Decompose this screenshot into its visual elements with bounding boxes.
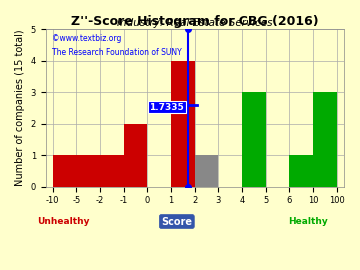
- Bar: [195, 155, 219, 187]
- Text: Healthy: Healthy: [288, 217, 328, 225]
- Bar: [124, 124, 147, 187]
- Text: Unhealthy: Unhealthy: [37, 217, 90, 225]
- Bar: [171, 61, 195, 187]
- Text: The Research Foundation of SUNY: The Research Foundation of SUNY: [51, 48, 181, 57]
- Text: Industry: Real Estate Services: Industry: Real Estate Services: [117, 18, 273, 28]
- Bar: [53, 155, 124, 187]
- Y-axis label: Number of companies (15 total): Number of companies (15 total): [15, 30, 25, 186]
- Bar: [289, 155, 313, 187]
- Title: Z''-Score Histogram for CBG (2016): Z''-Score Histogram for CBG (2016): [71, 15, 319, 28]
- Bar: [242, 92, 266, 187]
- Bar: [313, 92, 337, 187]
- Text: 1.7335: 1.7335: [149, 103, 184, 112]
- Text: Score: Score: [161, 217, 192, 227]
- Text: ©www.textbiz.org: ©www.textbiz.org: [51, 34, 121, 43]
